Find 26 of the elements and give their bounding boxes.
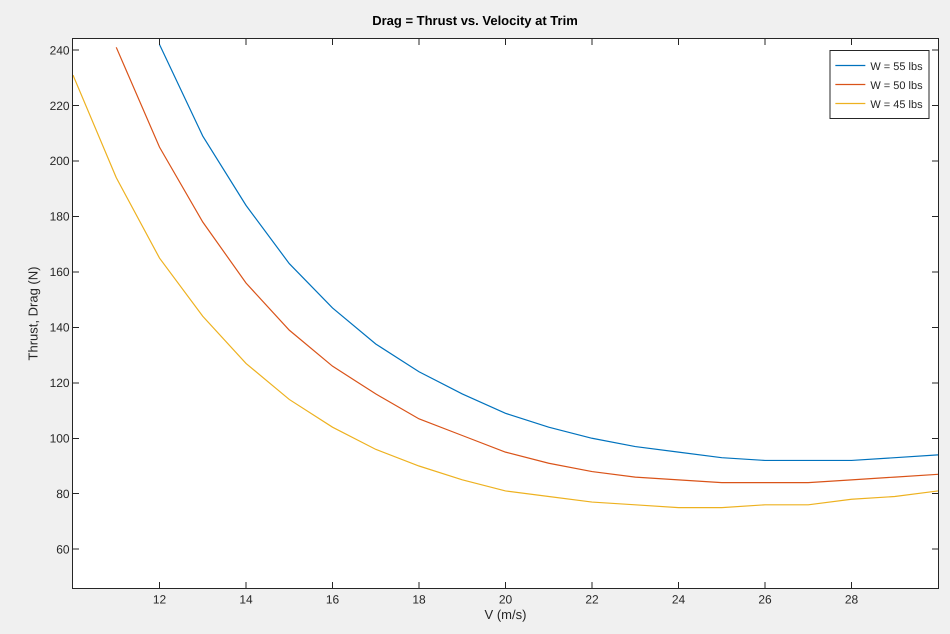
y-axis-title: Thrust, Drag (N) (26, 266, 41, 360)
legend-label: W = 45 lbs (870, 98, 924, 111)
x-tick-label: 18 (412, 592, 426, 606)
y-tick-label: 120 (50, 376, 70, 390)
x-axis-title: V (m/s) (484, 607, 526, 622)
y-tick-label: 180 (50, 210, 70, 224)
y-tick-label: 60 (56, 542, 70, 556)
y-tick-label: 160 (50, 265, 70, 280)
y-tick-label: 140 (50, 320, 70, 335)
line-series (73, 74, 938, 508)
x-tick-label: 14 (239, 592, 253, 606)
legend-label: W = 50 lbs (870, 80, 924, 92)
x-tick-label: 24 (672, 592, 686, 606)
legend-label: W = 55 lbs (870, 60, 924, 73)
y-tick-label: 200 (50, 154, 70, 168)
y-tick-label: 100 (50, 431, 70, 446)
chart-title: Drag = Thrust vs. Velocity at Trim (372, 12, 578, 28)
y-tick-label: 220 (50, 98, 70, 113)
x-tick-label: 28 (844, 592, 858, 606)
x-tick-label: 12 (152, 592, 166, 606)
x-tick-label: 22 (585, 592, 599, 606)
y-tick-label: 80 (56, 486, 70, 501)
x-tick-label: 26 (758, 592, 772, 606)
y-tick-label: 240 (50, 43, 70, 58)
x-tick-label: 20 (498, 592, 512, 606)
x-tick-label: 16 (326, 592, 340, 606)
